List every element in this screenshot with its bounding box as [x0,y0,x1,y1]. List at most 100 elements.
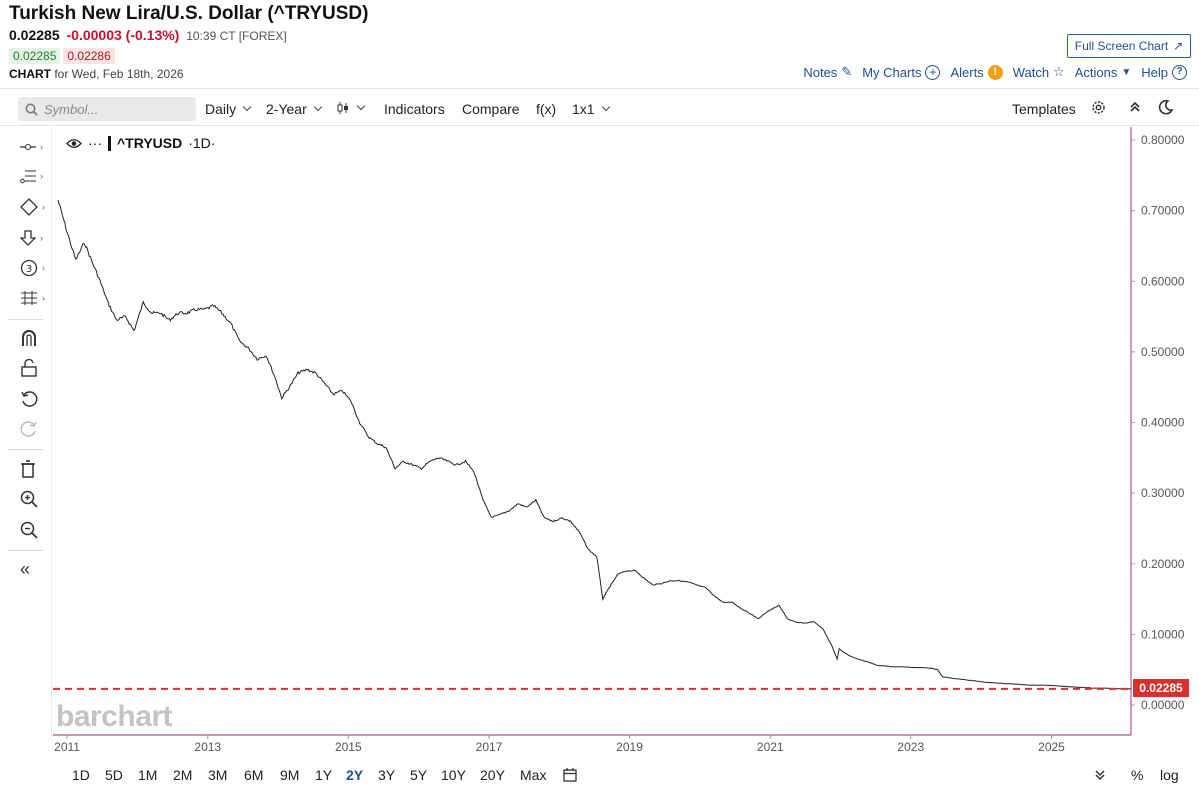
watch-button[interactable]: Watch ☆ [1013,64,1065,80]
sidebar-divider [8,319,44,320]
legend-series-swatch [108,135,111,151]
page-title: Turkish New Lira/U.S. Dollar (^TRYUSD) [9,3,369,24]
quote-line: 0.02285 -0.00003 (-0.13%) 10:39 CT [FORE… [9,27,287,43]
range-20y-button[interactable]: 20Y [480,767,505,783]
log-scale-toggle[interactable]: log [1160,767,1179,783]
expand-down-icon[interactable] [1094,768,1106,786]
range-1y-button[interactable]: 1Y [315,767,333,783]
watch-label: Watch [1012,64,1050,80]
ask-price: 0.02286 [63,48,115,64]
range-6m-button[interactable]: 6M [244,767,264,783]
symbol-search-input[interactable]: Symbol... [18,97,196,121]
measure-tool-icon[interactable]: › [21,291,45,305]
y-tick-label: 0.10000 [1141,627,1185,641]
quote-time: 10:39 CT [FOREX] [186,29,287,43]
range-selector-bar: % log 1D 5D 1M 2M 3M 6M 9M 1Y 2Y 3Y 5Y 10Y 20Y Max [0,760,1199,790]
settings-gear-icon[interactable] [1090,99,1107,116]
alerts-label: Alerts [950,64,984,80]
eye-icon[interactable] [66,138,82,149]
period-dropdown[interactable]: 2-Year [266,101,322,117]
alert-icon: ! [987,64,1003,80]
collapse-up-icon[interactable] [1128,100,1142,114]
undo-icon[interactable] [20,388,46,410]
function-button[interactable]: f(x) [536,101,557,117]
x-tick-label: 2017 [476,740,503,754]
calendar-icon[interactable] [563,767,577,787]
alerts-button[interactable]: Alerts ! [950,64,1003,80]
range-3m-button[interactable]: 3M [208,767,228,783]
range-1m-button[interactable]: 1M [138,767,158,783]
x-tick-label: 2013 [194,740,221,754]
legend-interval: ·1D· [188,135,216,151]
line-tool-icon[interactable]: › [20,136,46,158]
range-1d-button[interactable]: 1D [72,767,90,783]
layout-label: 1x1 [572,101,595,117]
fibonacci-tool-icon[interactable]: › [20,165,46,187]
x-tick-label: 2025 [1038,740,1065,754]
shape-tool-icon[interactable]: › [20,196,46,218]
zoom-out-icon[interactable] [20,519,46,541]
plus-circle-icon: + [925,64,941,80]
bid-price: 0.02285 [9,48,61,64]
range-2m-button[interactable]: 2M [173,767,193,783]
bid-ask: 0.02285 0.02286 [9,48,115,64]
y-tick-label: 0.40000 [1141,416,1185,430]
trash-icon[interactable] [20,458,46,480]
last-price: 0.02285 [9,27,60,43]
range-5d-button[interactable]: 5D [105,767,123,783]
my-charts-button[interactable]: My Charts + [862,64,941,80]
series-layer [53,199,1132,690]
range-max-button[interactable]: Max [520,767,547,783]
templates-button[interactable]: Templates [1012,101,1076,117]
range-2y-button[interactable]: 2Y [346,767,364,783]
price-chart[interactable]: 0.80000 0.70000 0.60000 0.50000 0.40000 0.300… [0,0,1199,760]
help-label: Help [1141,64,1168,80]
drawing-tools-sidebar: › › › › 3 › › « [0,127,52,737]
axes-layer: 0.80000 0.70000 0.60000 0.50000 0.40000 0.300… [53,127,1185,754]
sidebar-divider [8,550,44,551]
notes-label: Notes [803,64,838,80]
compare-button[interactable]: Compare [462,101,520,117]
layout-dropdown[interactable]: 1x1 [572,101,610,117]
magnet-icon[interactable] [20,327,46,349]
full-screen-label: Full Screen Chart [1074,39,1169,53]
arrow-down-tool-icon[interactable]: › [20,227,46,249]
notes-button[interactable]: Notes ✎ [803,64,852,80]
indicators-button[interactable]: Indicators [384,101,445,117]
number-marker-icon[interactable]: 3 › [20,257,46,279]
range-9m-button[interactable]: 9M [280,767,300,783]
collapse-sidebar-icon[interactable]: « [20,558,31,579]
range-5y-button[interactable]: 5Y [410,767,428,783]
expand-arrow-icon: ↗ [1173,39,1184,53]
chart-type-dropdown[interactable] [336,101,366,115]
y-tick-label: 0.20000 [1141,557,1185,571]
interval-label: Daily [205,101,237,117]
x-tick-label: 2023 [897,740,924,754]
price-series-line [57,199,1132,690]
range-10y-button[interactable]: 10Y [441,767,466,783]
redo-icon[interactable] [20,418,46,440]
zoom-in-icon[interactable] [20,488,46,510]
current-price-tag: 0.02285 [1133,679,1189,697]
period-label: 2-Year [266,101,307,117]
help-button[interactable]: Help ? [1141,64,1187,80]
help-icon: ? [1172,64,1187,80]
legend-menu-dots[interactable]: ··· [88,135,102,151]
chart-toolbar: Symbol... Daily 2-Year Indicators Compar… [0,88,1199,126]
top-actions: Notes ✎ My Charts + Alerts ! Watch ☆ Act… [803,64,1187,80]
dark-mode-moon-icon[interactable] [1158,99,1174,115]
y-tick-label: 0.30000 [1141,486,1185,500]
interval-dropdown[interactable]: Daily [205,101,252,117]
symbol-placeholder: Symbol... [44,101,99,117]
percent-scale-toggle[interactable]: % [1131,767,1144,783]
legend-symbol: ^TRYUSD [117,135,183,151]
x-tick-label: 2015 [335,740,362,754]
unlock-icon[interactable] [20,357,46,379]
x-tick-label: 2019 [616,740,643,754]
actions-menu[interactable]: Actions ▼ [1075,65,1132,80]
y-tick-label: 0.60000 [1141,274,1185,288]
full-screen-chart-button[interactable]: Full Screen Chart ↗ [1067,34,1191,58]
range-3y-button[interactable]: 3Y [378,767,396,783]
y-tick-label: 0.50000 [1141,345,1185,359]
y-tick-label: 0.70000 [1141,204,1185,218]
